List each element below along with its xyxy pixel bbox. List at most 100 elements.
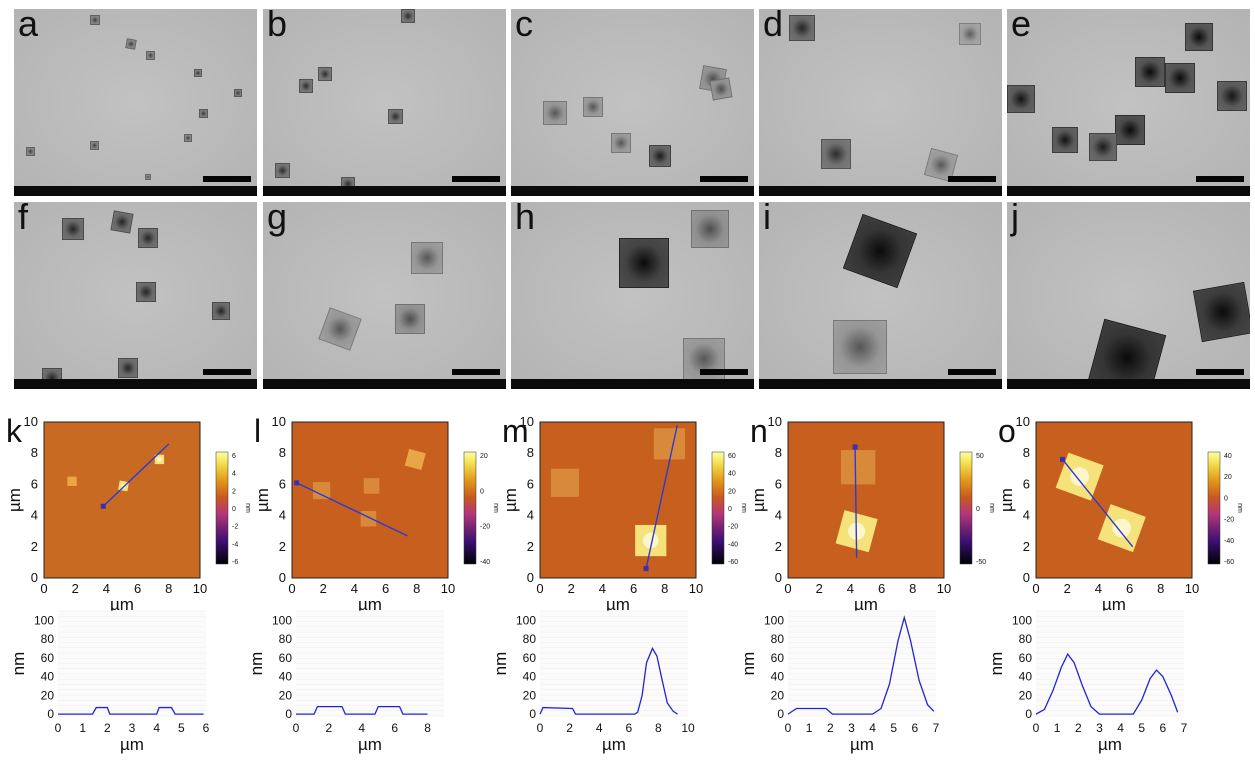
colorbar-tick: 0 xyxy=(728,506,732,513)
x-tick-label: 0 xyxy=(40,581,47,596)
y-tick-label: 20 xyxy=(1019,688,1033,702)
colorbar-tick: -4 xyxy=(232,541,238,548)
profile-marker xyxy=(100,503,106,509)
x-tick-label: 1 xyxy=(79,721,86,735)
micrograph-info-bar xyxy=(14,379,257,389)
nanosheet xyxy=(1165,63,1195,93)
panel-label: e xyxy=(1011,9,1032,44)
afm-nanosheet xyxy=(363,478,380,494)
profile-marker xyxy=(1060,456,1066,462)
y-tick-label: 40 xyxy=(41,670,55,684)
y-tick-label: 6 xyxy=(527,476,534,491)
nanosheet xyxy=(194,69,202,77)
scale-bar xyxy=(203,369,251,375)
panel-label: i xyxy=(763,202,771,237)
y-tick-label: 20 xyxy=(523,688,537,702)
x-tick-label: 2 xyxy=(1064,581,1071,596)
y-tick-label: 20 xyxy=(41,688,55,702)
y-tick-label: 10 xyxy=(272,414,286,429)
x-tick-label: 2 xyxy=(816,581,823,596)
profile-line xyxy=(296,482,408,537)
x-tick-label: 10 xyxy=(937,581,951,596)
profile-series-line xyxy=(296,705,428,715)
tem-panel-g: g xyxy=(263,202,506,389)
nanosheet xyxy=(1052,127,1078,153)
colorbar-tick: 20 xyxy=(1224,474,1232,481)
nanosheet xyxy=(184,134,192,142)
colorbar xyxy=(959,451,973,565)
x-tick-label: 10 xyxy=(1185,581,1199,596)
x-tick-label: 10 xyxy=(689,581,703,596)
profile-line xyxy=(645,424,678,569)
map-frame xyxy=(291,421,449,579)
panel-label: k xyxy=(6,413,23,449)
nanosheet xyxy=(62,218,84,240)
map-frame xyxy=(1035,421,1193,579)
nanosheet xyxy=(1115,115,1145,145)
nanosheet xyxy=(833,320,887,374)
profile-marker xyxy=(643,566,649,572)
x-tick-label: 5 xyxy=(178,721,185,735)
panel-label: b xyxy=(267,9,288,44)
y-tick-label: 10 xyxy=(520,414,534,429)
y-tick-label: 10 xyxy=(1016,414,1030,429)
y-tick-label: 100 xyxy=(272,613,292,627)
nanosheet xyxy=(959,23,981,45)
x-axis-label: µm xyxy=(850,735,874,754)
colorbar-tick: 20 xyxy=(728,488,736,495)
x-tick-label: 2 xyxy=(326,721,333,735)
nanosheet xyxy=(401,9,415,23)
colorbar-tick: 0 xyxy=(976,506,980,513)
nanosheet xyxy=(649,145,671,167)
profile-marker xyxy=(294,480,300,486)
panel-label: h xyxy=(515,202,536,237)
micrograph-info-bar xyxy=(759,379,1002,389)
colorbar-tick: 60 xyxy=(728,453,736,460)
scale-bar xyxy=(948,176,996,182)
y-tick-label: 80 xyxy=(523,632,537,646)
colorbar-tick: -40 xyxy=(1224,538,1234,545)
tem-panel-h: h xyxy=(511,202,754,389)
y-tick-label: 0 xyxy=(1025,707,1032,721)
x-axis-label: µm xyxy=(1098,735,1122,754)
panel-label: j xyxy=(1011,202,1019,237)
x-tick-label: 6 xyxy=(1160,721,1167,735)
x-tick-label: 8 xyxy=(909,581,916,596)
x-tick-label: 2 xyxy=(72,581,79,596)
afm-nanosheet xyxy=(313,482,331,500)
nanosheet xyxy=(212,302,230,320)
colorbar-tick: 4 xyxy=(232,471,236,478)
colorbar-tick: -20 xyxy=(1224,517,1234,524)
y-tick-label: 10 xyxy=(768,414,782,429)
x-tick-label: 8 xyxy=(655,721,662,735)
y-tick-label: 0 xyxy=(47,707,54,721)
x-tick-label: 6 xyxy=(912,721,919,735)
y-tick-label: 4 xyxy=(527,508,534,523)
y-tick-label: 40 xyxy=(523,670,537,684)
nanosheet xyxy=(199,109,208,118)
nanosheet xyxy=(821,139,851,169)
colorbar-tick: -2 xyxy=(232,524,238,531)
y-tick-label: 2 xyxy=(279,539,286,554)
y-axis-label: nm xyxy=(739,652,758,676)
nanosheet xyxy=(90,15,100,25)
colorbar-tick: -6 xyxy=(232,559,238,566)
afm-nanosheet xyxy=(360,510,377,527)
y-axis-label: µm xyxy=(749,488,768,512)
x-tick-label: 10 xyxy=(193,581,207,596)
x-tick-label: 8 xyxy=(424,721,431,735)
scale-bar xyxy=(452,369,500,375)
x-tick-label: 0 xyxy=(785,721,792,735)
y-axis-label: nm xyxy=(247,652,266,676)
panel-label: n xyxy=(750,413,768,449)
tem-panel-i: i xyxy=(759,202,1002,389)
x-tick-label: 4 xyxy=(103,581,110,596)
x-tick-label: 0 xyxy=(1032,581,1039,596)
x-axis-label: µm xyxy=(120,735,144,754)
x-tick-label: 0 xyxy=(293,721,300,735)
panel-label: g xyxy=(267,202,288,237)
height-profile-k: 0 20 40 60 80 100 0 1 2 3 4 5 6 µm nm xyxy=(9,610,210,754)
